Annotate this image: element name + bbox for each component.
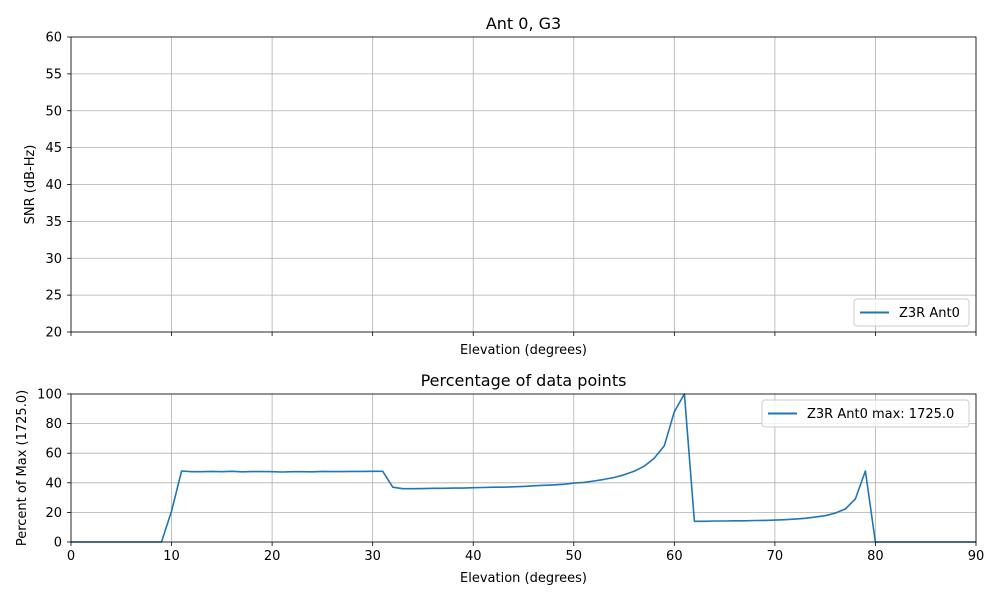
percentage-chart-y-tick-label: 0 xyxy=(54,536,62,551)
percentage-chart-legend-label: Z3R Ant0 max: 1725.0 xyxy=(807,407,954,422)
percentage-chart-y-tick-label: 60 xyxy=(45,447,62,462)
percentage-chart-x-axis-label: Elevation (degrees) xyxy=(460,571,587,586)
percentage-chart-x-tick-label: 0 xyxy=(67,549,75,564)
snr-chart-y-tick-label: 60 xyxy=(45,31,62,46)
snr-chart-y-tick-label: 45 xyxy=(45,141,62,156)
percentage-chart-legend-box xyxy=(761,399,970,428)
snr-chart-y-tick-label: 40 xyxy=(45,178,62,193)
percentage-chart-x-tick-label: 10 xyxy=(163,549,180,564)
percentage-chart-x-tick-label: 30 xyxy=(364,549,381,564)
percentage-chart-y-tick-label: 20 xyxy=(45,506,62,521)
snr-chart-legend-box xyxy=(853,298,970,327)
percentage-chart-x-tick-label: 80 xyxy=(867,549,884,564)
percentage-chart-ticks: 0 10 20 30 40 50 60 70 80 90 0 20 40 60 80 100 xyxy=(37,388,984,565)
snr-chart-y-tick-label: 20 xyxy=(45,326,62,341)
snr-chart-y-tick-label: 30 xyxy=(45,252,62,267)
snr-chart-title: Ant 0, G3 xyxy=(486,14,561,33)
snr-chart-y-axis-label: SNR (dB-Hz) xyxy=(23,145,38,225)
percentage-chart-y-axis-label: Percent of Max (1725.0) xyxy=(15,390,30,546)
percentage-chart-y-tick-label: 80 xyxy=(45,417,62,432)
snr-chart-panel: 20 25 30 35 40 45 50 55 60 Ant 0, G3 Elevation (… xyxy=(23,14,977,358)
snr-chart-legend: Z3R Ant0 xyxy=(853,298,970,327)
percentage-chart-x-tick-label: 70 xyxy=(767,549,784,564)
snr-chart-ticks: 20 25 30 35 40 45 50 55 60 xyxy=(45,31,977,341)
percentage-chart-title: Percentage of data points xyxy=(421,371,627,390)
percentage-chart-x-tick-label: 50 xyxy=(566,549,583,564)
snr-chart-x-axis-label: Elevation (degrees) xyxy=(460,343,587,358)
percentage-chart-legend: Z3R Ant0 max: 1725.0 xyxy=(761,399,970,428)
percentage-chart-x-tick-label: 90 xyxy=(968,549,985,564)
snr-chart-y-tick-label: 50 xyxy=(45,104,62,119)
percentage-chart-x-tick-label: 60 xyxy=(666,549,683,564)
percentage-chart-panel: 0 10 20 30 40 50 60 70 80 90 0 20 40 60 80 100 Percenta… xyxy=(15,371,984,586)
percentage-chart-y-tick-label: 40 xyxy=(45,476,62,491)
snr-chart-y-tick-label: 25 xyxy=(45,289,62,304)
percentage-chart-data xyxy=(71,393,976,543)
percentage-chart-x-tick-label: 20 xyxy=(264,549,281,564)
percentage-chart-y-tick-label: 100 xyxy=(37,388,62,403)
percentage-chart-frame xyxy=(70,393,977,543)
percentage-chart-series-line xyxy=(71,393,976,543)
snr-chart-legend-label: Z3R Ant0 xyxy=(899,306,960,321)
percentage-chart-x-tick-label: 40 xyxy=(465,549,482,564)
snr-chart-y-tick-label: 55 xyxy=(45,67,62,82)
snr-chart-y-tick-label: 35 xyxy=(45,215,62,230)
